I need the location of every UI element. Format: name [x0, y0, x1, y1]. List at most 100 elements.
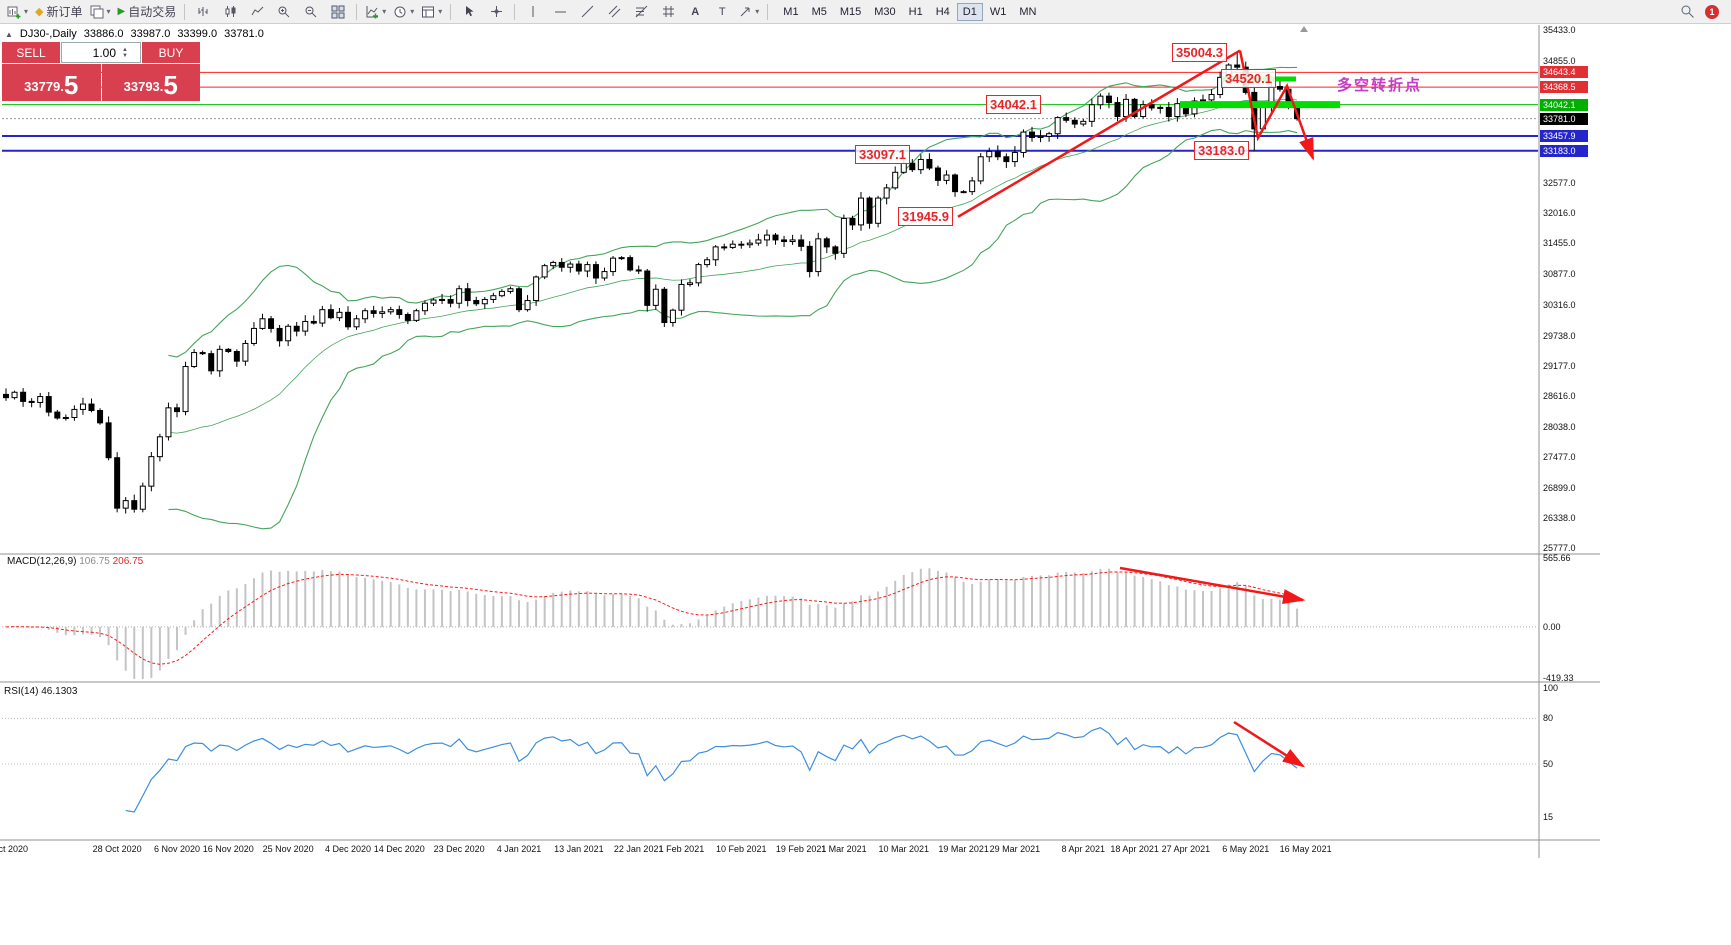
autotrade-button[interactable]: ▶ 自动交易 [115, 2, 180, 22]
horizontal-line-icon [554, 11, 566, 12]
templates-icon [422, 6, 435, 17]
candle-body [131, 500, 138, 510]
price-scale-tag[interactable]: 33781.0 [1540, 112, 1588, 125]
buy-button[interactable]: BUY [142, 42, 200, 63]
date-axis-label: 9 Oct 2020 [0, 844, 29, 854]
highlight-segment[interactable] [1180, 101, 1340, 109]
ohlc-open: 33886.0 [83, 28, 124, 40]
sell-price[interactable]: 33779. 5 [2, 64, 101, 101]
timeframe-mn[interactable]: MN [1019, 5, 1037, 18]
channel-tool[interactable] [601, 2, 627, 22]
date-axis-label: 1 Mar 2021 [821, 844, 867, 854]
rsi-pane[interactable] [2, 717, 1538, 813]
chart-profiles-button[interactable]: ▾ [87, 2, 114, 22]
collapse-icon[interactable]: ▲ [5, 29, 13, 39]
price-scale-tag[interactable]: 33457.9 [1540, 129, 1588, 142]
sell-button[interactable]: SELL [2, 42, 60, 63]
macd-arrow-annotation[interactable] [1119, 566, 1306, 604]
price-scale-label: 28038.0 [1543, 421, 1576, 432]
candle-body [310, 320, 317, 324]
zoom-out-button[interactable] [298, 2, 324, 22]
templates-button[interactable]: ▾ [418, 2, 445, 22]
candle-body [618, 257, 625, 260]
price-scale-tag[interactable]: 33183.0 [1540, 144, 1588, 157]
timeframe-m15[interactable]: M15 [839, 5, 862, 18]
candle-body [1046, 133, 1053, 137]
timeframe-m30[interactable]: M30 [874, 5, 896, 18]
candle-body [892, 171, 899, 189]
label-tool[interactable]: T [709, 2, 735, 22]
fibonacci-tool[interactable] [628, 2, 654, 22]
spinner-up-icon[interactable]: ▲ [122, 46, 128, 53]
date-axis-label: 4 Dec 2020 [324, 844, 372, 854]
text-tool[interactable]: A [682, 2, 708, 22]
rsi-arrow-annotation[interactable] [1233, 720, 1306, 768]
trend-line[interactable] [1238, 50, 1315, 161]
candle-body [815, 238, 822, 273]
price-annotation[interactable]: 34520.1 [1221, 68, 1276, 88]
horizontal-line-tool[interactable] [547, 2, 573, 22]
zoom-in-button[interactable] [271, 2, 297, 22]
tile-windows-button[interactable] [325, 2, 351, 22]
candle-body [242, 342, 249, 362]
search-button[interactable] [1674, 2, 1700, 22]
price-annotation[interactable]: 35004.3 [1172, 42, 1227, 62]
price-annotation[interactable]: 34042.1 [986, 94, 1041, 114]
bar-chart-button[interactable] [190, 2, 216, 22]
candle-body [687, 282, 693, 285]
trendline-tool[interactable] [574, 2, 600, 22]
turning-point-label[interactable]: 多空转折点 [1337, 77, 1423, 94]
candle-body [524, 300, 531, 311]
tile-windows-icon [331, 5, 345, 18]
timeframe-d1[interactable]: D1 [956, 2, 983, 21]
vertical-line-tool[interactable] [520, 2, 546, 22]
price-annotation[interactable]: 33183.0 [1194, 140, 1249, 160]
candle-body [858, 197, 864, 226]
candle-body [165, 407, 172, 438]
new-order-button[interactable]: ◆ 新订单 [32, 2, 85, 22]
timeframe-w1[interactable]: W1 [989, 5, 1007, 18]
notification-badge[interactable]: 1 [1705, 4, 1719, 19]
price-scale-tag[interactable]: 34368.5 [1540, 81, 1588, 94]
timeframe-m5[interactable]: M5 [811, 5, 827, 18]
text-icon: A [691, 5, 700, 18]
grid-tool[interactable] [655, 2, 681, 22]
candle-body [746, 242, 753, 246]
bollinger-upper-band [168, 66, 1298, 358]
timeframe-m1[interactable]: M1 [783, 5, 799, 18]
volume-input[interactable] [62, 44, 118, 61]
trend-line[interactable] [957, 49, 1241, 218]
candle-body [806, 245, 813, 273]
toolbar-separator [184, 3, 186, 20]
macd-pane[interactable] [2, 568, 1538, 679]
indicators-button[interactable]: ▾ [362, 2, 389, 22]
candle-body [883, 187, 890, 199]
price-scale-label: 32016.0 [1543, 208, 1576, 219]
new-chart-button[interactable]: ▾ [4, 2, 31, 22]
price-annotation[interactable]: 33097.1 [855, 145, 910, 165]
date-axis-label: 28 Oct 2020 [92, 844, 142, 854]
timeframe-h4[interactable]: H4 [935, 5, 950, 18]
chevron-down-icon: ▾ [106, 7, 111, 16]
price-annotation[interactable]: 31945.9 [898, 207, 953, 227]
price-scale-tag[interactable]: 34643.4 [1540, 66, 1588, 79]
buy-price[interactable]: 33793. 5 [101, 64, 200, 101]
price-scale-tag[interactable]: 34042.1 [1540, 98, 1588, 111]
candlestick-button[interactable] [217, 2, 243, 22]
line-chart-button[interactable] [244, 2, 270, 22]
crosshair-button[interactable] [483, 2, 509, 22]
arrows-tool[interactable]: ▾ [736, 2, 762, 22]
chart-shift-marker[interactable] [1300, 26, 1308, 32]
spinner-down-icon[interactable]: ▼ [122, 52, 128, 59]
periods-button[interactable]: ▾ [390, 2, 417, 22]
candle-body [627, 257, 634, 271]
cursor-button[interactable] [456, 2, 482, 22]
candle-body [917, 158, 924, 171]
candle-body [413, 310, 420, 321]
candle-body [336, 311, 343, 319]
price-scale-label: 32577.0 [1543, 178, 1576, 189]
main-pane[interactable] [2, 52, 1538, 530]
timeframe-h1[interactable]: H1 [908, 5, 923, 18]
candle-body [387, 309, 394, 313]
